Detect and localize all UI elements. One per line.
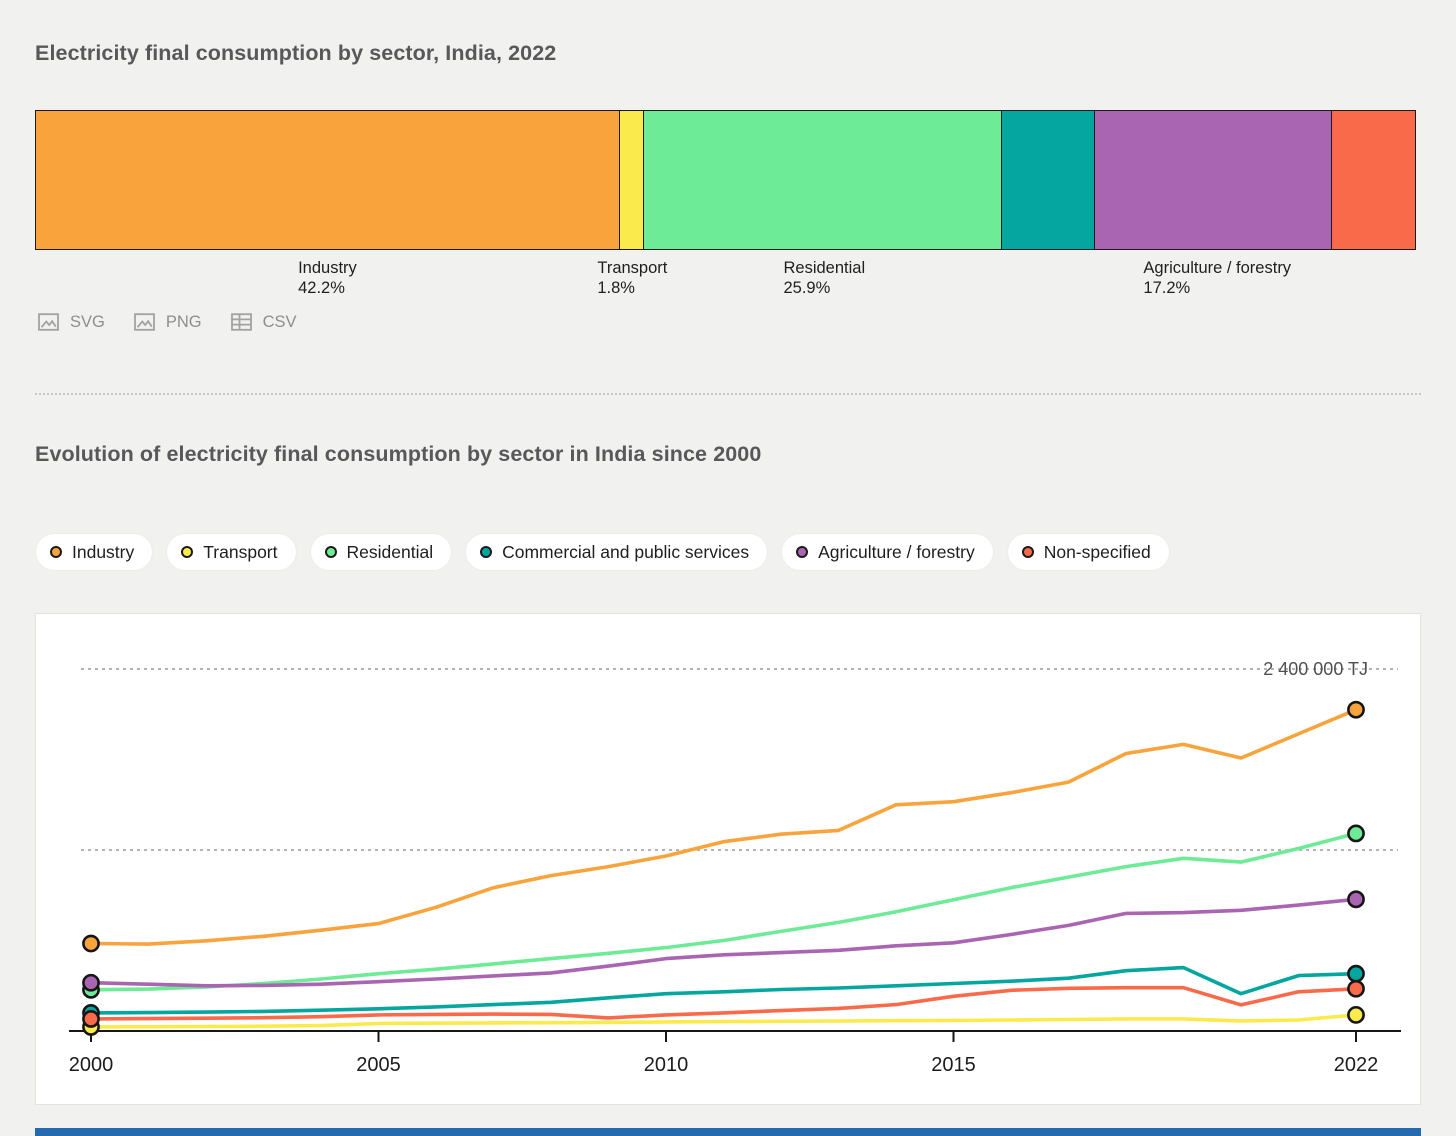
gridline-label: 2 400 000 TJ	[1263, 659, 1368, 679]
bar-chart-title: Electricity final consumption by sector,…	[35, 41, 557, 65]
legend-label: Commercial and public services	[502, 541, 750, 562]
legend-row: Industry Transport Residential Commercial a…	[35, 533, 1170, 571]
bar-segment-labels: Industry 42.2% Transport 1.8% Residential 25.…	[35, 258, 1421, 304]
bar-segment-label-industry: Industry 42.2%	[298, 259, 357, 297]
table-icon	[230, 312, 253, 332]
legend-dot-transport	[181, 546, 194, 558]
image-icon	[37, 312, 60, 332]
section-divider	[35, 393, 1421, 395]
image-icon	[133, 312, 156, 332]
legend-pill-commercial-and-public-services[interactable]: Commercial and public services	[465, 533, 769, 571]
legend-pill-non-specified[interactable]: Non-specified	[1006, 533, 1170, 571]
x-tick-label-2000: 2000	[69, 1054, 114, 1076]
endpoint-marker-transport-2022[interactable]	[1347, 1005, 1365, 1024]
legend-dot-agriculture-forestry	[796, 546, 809, 558]
endpoint-marker-agriculture-forestry-2022[interactable]	[1347, 890, 1365, 909]
bar-segment-label-transport: Transport 1.8%	[597, 259, 668, 297]
x-tick-label-2005: 2005	[356, 1054, 401, 1076]
legend-dot-residential	[324, 546, 337, 558]
series-line-agriculture-forestry[interactable]	[89, 897, 1358, 988]
series-line-non-specified[interactable]	[89, 985, 1358, 1021]
bar-segment-industry[interactable]	[35, 110, 620, 250]
endpoint-marker-non-specified-2000[interactable]	[82, 1010, 100, 1028]
x-tick-label-2015: 2015	[931, 1054, 976, 1076]
bar-segment-commercial-and-public-services[interactable]	[1000, 110, 1096, 250]
export-button-label: SVG	[70, 312, 105, 331]
bar-segment-agriculture-forestry[interactable]	[1094, 110, 1333, 250]
bar-segment-non-specified[interactable]	[1331, 110, 1416, 250]
endpoint-marker-industry-2022[interactable]	[1347, 700, 1365, 719]
legend-dot-industry	[50, 546, 62, 558]
legend-pill-industry[interactable]: Industry	[35, 533, 154, 571]
export-button-label: PNG	[165, 312, 202, 331]
legend-label: Non-specified	[1043, 541, 1151, 562]
legend-label: Agriculture / forestry	[818, 541, 975, 562]
line-chart-title: Evolution of electricity final consumpti…	[35, 442, 762, 466]
legend-pill-transport[interactable]: Transport	[166, 533, 297, 571]
line-chart-panel: 2 400 000 TJ 2000 2005 2010 2015 2022	[35, 613, 1421, 1105]
export-csv-button[interactable]: CSV	[230, 312, 297, 332]
endpoint-marker-agriculture-forestry-2000[interactable]	[82, 973, 100, 992]
x-tick-label-2010: 2010	[644, 1054, 689, 1076]
export-row: SVG PNG CSV	[37, 312, 297, 332]
series-line-transport[interactable]	[89, 1013, 1358, 1029]
legend-label: Transport	[203, 541, 278, 562]
bar-segment-residential[interactable]	[642, 110, 1002, 250]
series-line-commercial-and-public-services[interactable]	[89, 965, 1358, 1015]
endpoint-marker-non-specified-2022[interactable]	[1347, 979, 1365, 998]
bar-segment-transport[interactable]	[618, 110, 644, 250]
series-line-residential[interactable]	[89, 831, 1358, 992]
export-button-label: CSV	[262, 312, 297, 331]
export-png-button[interactable]: PNG	[133, 312, 202, 332]
endpoint-marker-residential-2022[interactable]	[1347, 824, 1365, 843]
legend-pill-residential[interactable]: Residential	[309, 533, 453, 571]
legend-label: Residential	[346, 541, 434, 562]
bar-segment-label-residential: Residential 25.9%	[783, 259, 866, 297]
legend-dot-non-specified	[1021, 546, 1034, 558]
footer-accent-strip	[35, 1128, 1421, 1136]
stacked-bar	[35, 110, 1421, 250]
x-tick-label-2022: 2022	[1334, 1054, 1379, 1076]
endpoint-marker-commercial-and-public-services-2022[interactable]	[1347, 964, 1365, 983]
series-line-industry[interactable]	[89, 707, 1358, 946]
export-svg-button[interactable]: SVG	[37, 312, 105, 332]
legend-dot-commercial-and-public-services	[480, 546, 493, 558]
endpoint-marker-industry-2000[interactable]	[82, 934, 100, 953]
legend-label: Industry	[72, 541, 135, 562]
legend-pill-agriculture-forestry[interactable]: Agriculture / forestry	[781, 533, 994, 571]
bar-segment-label-agriculture-forestry: Agriculture / forestry 17.2%	[1143, 259, 1292, 297]
